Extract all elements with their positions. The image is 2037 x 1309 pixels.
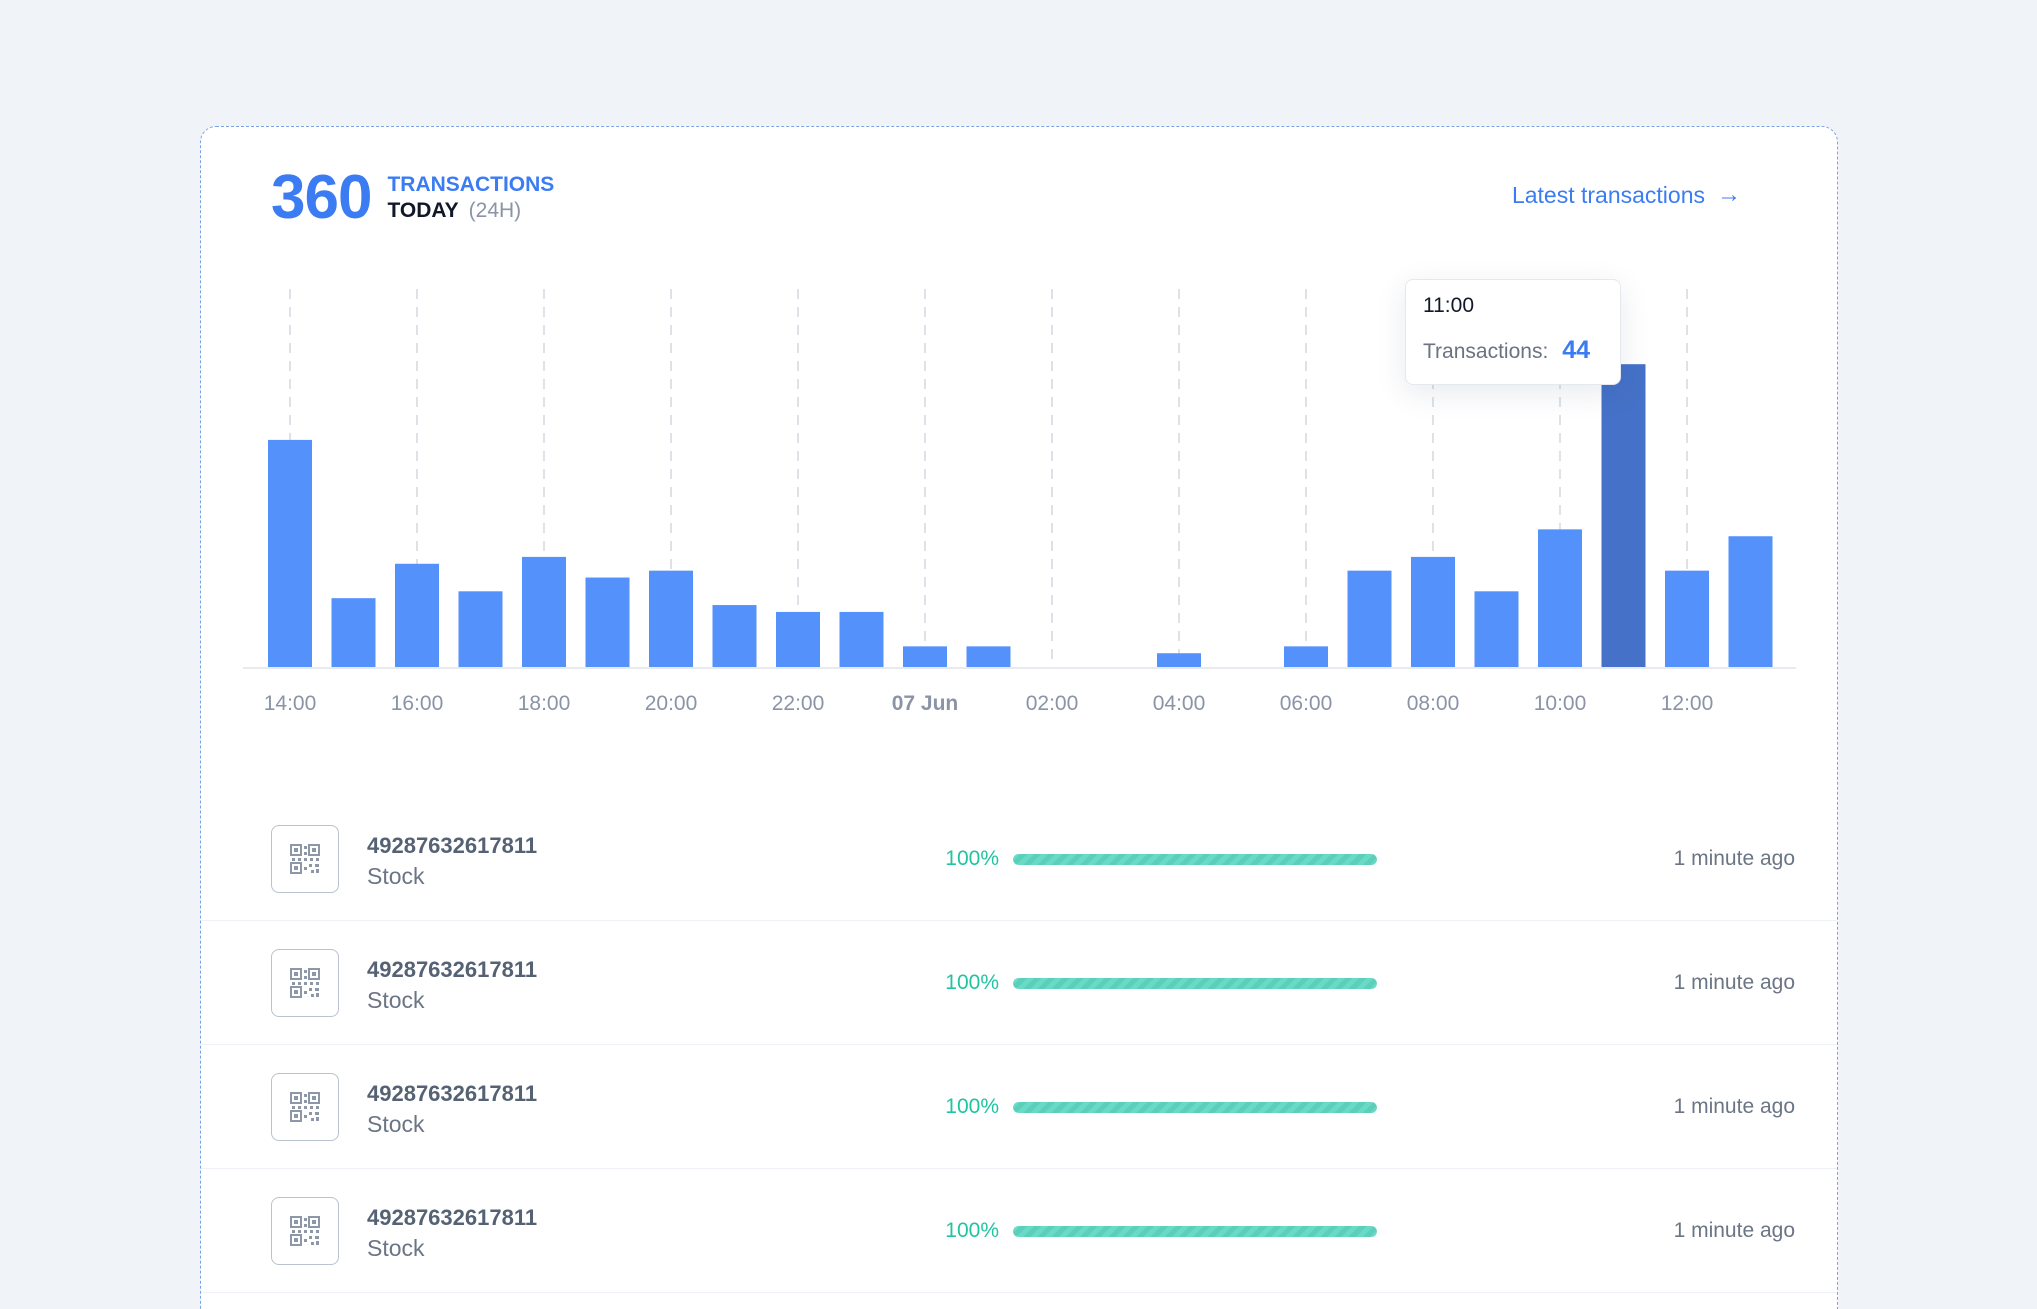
- chart-bar-1000[interactable]: [1538, 529, 1582, 667]
- progress-percent: 100%: [945, 1095, 999, 1118]
- qr-code-icon: [271, 1073, 339, 1141]
- summary-header: 360 TRANSACTIONS TODAY (24H): [271, 167, 554, 229]
- chart-bar-0000[interactable]: [903, 646, 947, 667]
- transactions-bar-chart: 14:00 16:00 18:00 20:00 22:00 07 Jun 02:00 04:0…: [243, 289, 1796, 715]
- progress-bar: [1013, 978, 1377, 989]
- transaction-id: 49287632617811: [367, 833, 538, 858]
- transaction-type: Stock: [367, 1111, 425, 1137]
- progress-bar-fill: [1013, 1102, 1377, 1113]
- arrow-right-icon: →: [1717, 181, 1741, 208]
- latest-transactions-label: Latest transactions: [1511, 181, 1705, 208]
- chart-bar-0100[interactable]: [966, 646, 1011, 667]
- chart-bar-0600[interactable]: [1284, 646, 1328, 667]
- time-ago: 1 minute ago: [1673, 1095, 1795, 1118]
- transaction-row[interactable]: 49287632617811 Stock 100% 1 minute ago: [201, 1169, 1837, 1293]
- chart-bar-1100[interactable]: [1601, 364, 1646, 667]
- chart-bar-2100[interactable]: [712, 605, 757, 667]
- transaction-row[interactable]: 49287632617811 Stock 100% 1 minute ago: [201, 797, 1837, 921]
- chart-bar-0400[interactable]: [1157, 653, 1201, 667]
- progress-bar: [1013, 854, 1377, 865]
- progress-bar-fill: [1013, 1226, 1377, 1237]
- transaction-type: Stock: [367, 987, 425, 1013]
- chart-bar-1900[interactable]: [585, 577, 630, 667]
- x-tick-label: 14:00: [264, 692, 317, 715]
- x-tick-label: 12:00: [1661, 692, 1714, 715]
- chart-tooltip: 11:00 Transactions: 44: [1405, 279, 1621, 385]
- transaction-row[interactable]: 49287632617811 Stock 100% 1 minute ago: [201, 1045, 1837, 1169]
- qr-code-icon: [271, 825, 339, 893]
- x-tick-label: 10:00: [1534, 692, 1587, 715]
- qr-code-icon: [271, 1197, 339, 1265]
- x-tick-label: 18:00: [518, 692, 571, 715]
- transaction-id: 49287632617811: [367, 1081, 538, 1106]
- chart-bar-1700[interactable]: [458, 591, 503, 667]
- transaction-count: 360: [271, 163, 372, 232]
- qr-code-icon: [271, 949, 339, 1017]
- transaction-id: 49287632617811: [367, 957, 538, 982]
- x-tick-label: 07 Jun: [892, 692, 959, 715]
- time-ago: 1 minute ago: [1673, 1219, 1795, 1242]
- time-ago: 1 minute ago: [1673, 971, 1795, 994]
- progress-percent: 100%: [945, 1219, 999, 1242]
- today-label: TODAY: [387, 199, 459, 222]
- chart-bar-1300[interactable]: [1728, 536, 1773, 667]
- x-tick-label: 16:00: [391, 692, 444, 715]
- chart-bar-0900[interactable]: [1474, 591, 1519, 667]
- progress-bar: [1013, 1226, 1377, 1237]
- progress-percent: 100%: [945, 847, 999, 870]
- chart-bar-1800[interactable]: [522, 556, 566, 667]
- progress-percent: 100%: [945, 971, 999, 994]
- transaction-row[interactable]: 49287632617811 Stock 100% 1 minute ago: [201, 921, 1837, 1045]
- transactions-card: 360 TRANSACTIONS TODAY (24H) Latest trans…: [200, 126, 1838, 1309]
- chart-bar-2200[interactable]: [776, 611, 820, 667]
- progress-bar: [1013, 1102, 1377, 1113]
- transaction-type: Stock: [367, 863, 425, 889]
- tooltip-label: Transactions:: [1423, 340, 1549, 363]
- chart-bar-1600[interactable]: [395, 563, 439, 667]
- x-tick-label: 22:00: [772, 692, 825, 715]
- chart-bar-0700[interactable]: [1347, 570, 1392, 667]
- chart-bar-1400[interactable]: [268, 439, 312, 667]
- x-tick-label: 04:00: [1153, 692, 1206, 715]
- transactions-label: TRANSACTIONS: [387, 172, 555, 196]
- chart-bar-2300[interactable]: [839, 611, 884, 667]
- latest-transactions-link[interactable]: Latest transactions →: [1512, 181, 1741, 209]
- x-tick-label: 02:00: [1026, 692, 1079, 715]
- chart-bar-2000[interactable]: [649, 570, 693, 667]
- progress-bar-fill: [1013, 854, 1377, 865]
- chart-bar-1200[interactable]: [1665, 570, 1709, 667]
- transaction-type: Stock: [367, 1235, 425, 1261]
- time-ago: 1 minute ago: [1673, 847, 1795, 870]
- transaction-id: 49287632617811: [367, 1205, 538, 1230]
- x-tick-label: 06:00: [1280, 692, 1333, 715]
- x-tick-label: 20:00: [645, 692, 698, 715]
- x-tick-label: 08:00: [1407, 692, 1460, 715]
- chart-bar-1500[interactable]: [331, 598, 376, 667]
- chart-bar-0800[interactable]: [1411, 556, 1455, 667]
- tooltip-time: 11:00: [1423, 294, 1474, 317]
- tooltip-value: 44: [1562, 336, 1591, 364]
- period-label: (24H): [468, 199, 522, 222]
- progress-bar-fill: [1013, 978, 1377, 989]
- summary-labels: TRANSACTIONS TODAY (24H): [387, 172, 554, 225]
- transaction-list: 49287632617811 Stock 100% 1 minute ago 4…: [201, 797, 1837, 1293]
